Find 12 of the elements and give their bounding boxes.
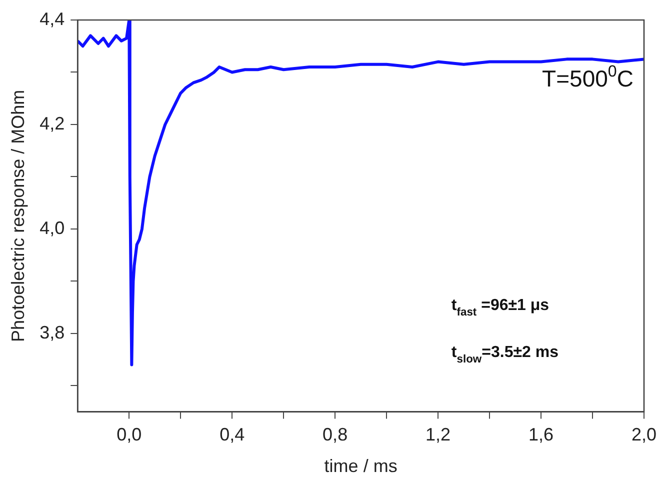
y-axis-title: Photoelectric response / MOhm	[8, 90, 28, 342]
x-tick-label: 1,2	[426, 424, 451, 445]
x-tick-label: 2,0	[631, 424, 657, 445]
y-tick-label: 4,0	[40, 218, 65, 238]
x-tick-label: 0,0	[116, 424, 142, 445]
x-axis-title: time / ms	[324, 456, 398, 476]
x-tick-label: 0,8	[322, 424, 348, 445]
x-tick-label: 0,4	[220, 424, 245, 445]
y-tick-label: 4,2	[40, 113, 65, 134]
x-tick-label: 1,6	[528, 424, 554, 445]
y-tick-label: 4,4	[40, 8, 65, 29]
y-tick-label: 3,8	[40, 322, 65, 342]
